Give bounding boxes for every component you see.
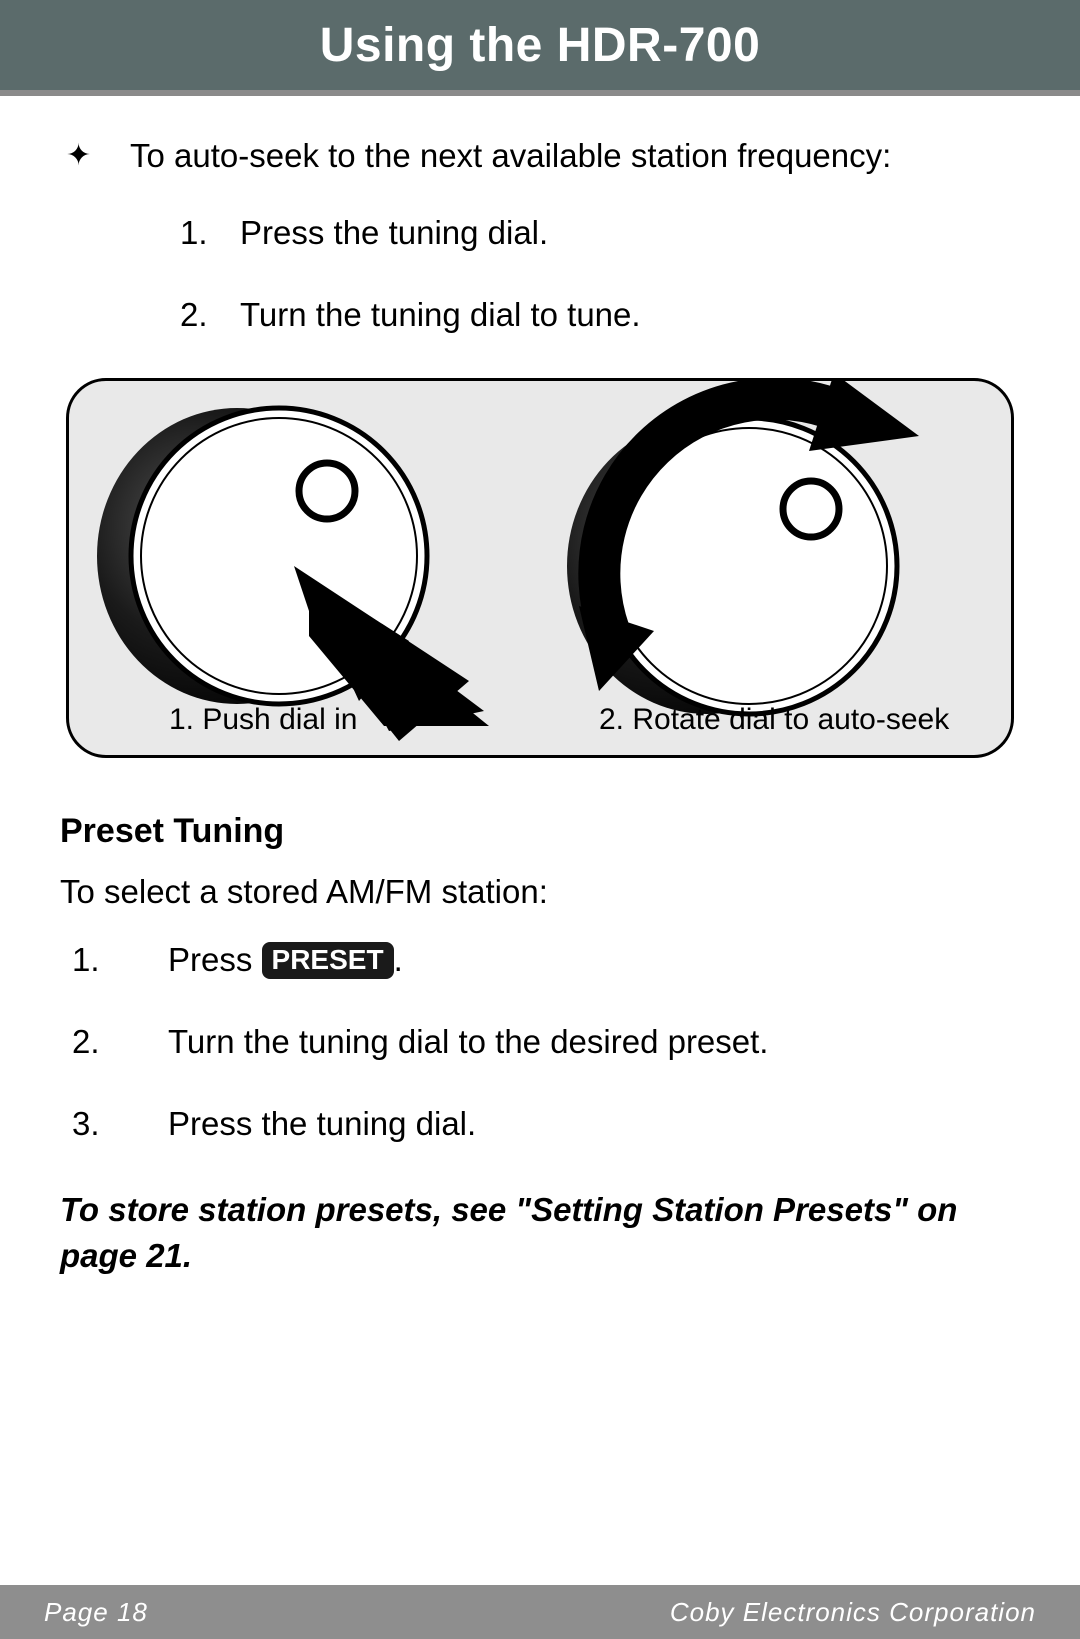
step-text-pre: Press [168,941,262,978]
list-item: 2. Turn the tuning dial to tune. [180,296,1020,334]
intro-steps: 1. Press the tuning dial. 2. Turn the tu… [60,214,1020,334]
page-title: Using the HDR-700 [320,18,761,73]
list-item: 3. Press the tuning dial. [72,1105,1020,1143]
preset-heading: Preset Tuning [60,812,1020,851]
step-text: Press the tuning dial. [168,1105,476,1143]
page-content: ✦ To auto-seek to the next available sta… [0,96,1080,1279]
step-text: Turn the tuning dial to the desired pres… [168,1023,768,1061]
list-item: 1. Press PRESET. [72,941,1020,979]
step-text: Press the tuning dial. [240,214,548,252]
dial-push-icon [97,408,489,741]
step-text: Turn the tuning dial to tune. [240,296,641,334]
step-number: 1. [180,214,240,252]
preset-button-badge: PRESET [262,942,394,979]
manual-page: Using the HDR-700 ✦ To auto-seek to the … [0,0,1080,1639]
preset-note: To store station presets, see "Setting S… [60,1187,1020,1279]
step-number: 1. [72,941,168,979]
list-item: 1. Press the tuning dial. [180,214,1020,252]
dial-rotate-icon [567,381,919,714]
star-icon: ✦ [60,136,130,176]
bullet-item: ✦ To auto-seek to the next available sta… [60,136,1020,176]
preset-intro: To select a stored AM/FM station: [60,873,1020,911]
footer-page-number: Page 18 [44,1597,148,1628]
diagram-svg [69,381,1014,755]
step-text-post: . [394,941,403,978]
page-header: Using the HDR-700 [0,0,1080,96]
footer-company: Coby Electronics Corporation [670,1597,1036,1628]
list-item: 2. Turn the tuning dial to the desired p… [72,1023,1020,1061]
step-number: 2. [72,1023,168,1061]
step-number: 2. [180,296,240,334]
page-footer: Page 18 Coby Electronics Corporation [0,1585,1080,1639]
step-text: Press PRESET. [168,941,403,979]
diagram-label-2: 2. Rotate dial to auto-seek [599,703,949,737]
diagram-label-1: 1. Push dial in [169,703,357,737]
bullet-text: To auto-seek to the next available stati… [130,136,891,176]
step-number: 3. [72,1105,168,1143]
dial-diagram: 1. Push dial in 2. Rotate dial to auto-s… [66,378,1014,758]
preset-steps: 1. Press PRESET. 2. Turn the tuning dial… [60,941,1020,1143]
